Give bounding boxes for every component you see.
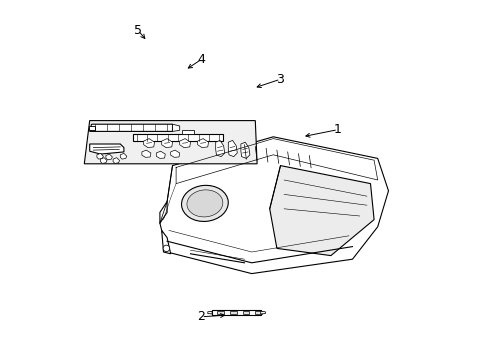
Polygon shape bbox=[181, 130, 194, 134]
Text: 2: 2 bbox=[197, 310, 205, 323]
Text: 3: 3 bbox=[276, 73, 284, 86]
Polygon shape bbox=[160, 202, 167, 223]
Polygon shape bbox=[162, 230, 170, 254]
Polygon shape bbox=[97, 153, 103, 159]
Polygon shape bbox=[197, 139, 208, 148]
Polygon shape bbox=[113, 158, 120, 163]
Text: 4: 4 bbox=[197, 53, 205, 66]
Polygon shape bbox=[162, 139, 172, 148]
Text: 1: 1 bbox=[333, 123, 341, 136]
Polygon shape bbox=[269, 166, 373, 256]
Bar bbox=[242, 311, 249, 314]
Bar bbox=[255, 311, 261, 314]
Polygon shape bbox=[160, 137, 387, 274]
Polygon shape bbox=[212, 310, 260, 315]
Polygon shape bbox=[260, 311, 265, 314]
Polygon shape bbox=[84, 121, 257, 164]
Polygon shape bbox=[215, 140, 224, 157]
Polygon shape bbox=[172, 124, 179, 131]
Polygon shape bbox=[120, 153, 126, 159]
Text: 5: 5 bbox=[134, 24, 142, 37]
Bar bbox=[230, 311, 236, 314]
Polygon shape bbox=[142, 150, 151, 157]
Polygon shape bbox=[156, 151, 165, 158]
Polygon shape bbox=[179, 139, 190, 148]
Polygon shape bbox=[89, 144, 123, 154]
Polygon shape bbox=[143, 139, 154, 148]
Circle shape bbox=[163, 245, 169, 252]
Bar bbox=[217, 311, 224, 314]
Polygon shape bbox=[241, 142, 249, 158]
Polygon shape bbox=[106, 154, 112, 160]
Polygon shape bbox=[133, 134, 223, 141]
Polygon shape bbox=[101, 158, 107, 163]
Polygon shape bbox=[170, 150, 179, 157]
Polygon shape bbox=[207, 311, 212, 314]
Bar bbox=[89, 126, 95, 130]
Ellipse shape bbox=[181, 185, 228, 221]
Polygon shape bbox=[228, 140, 237, 157]
Ellipse shape bbox=[186, 190, 223, 217]
Polygon shape bbox=[89, 124, 172, 131]
